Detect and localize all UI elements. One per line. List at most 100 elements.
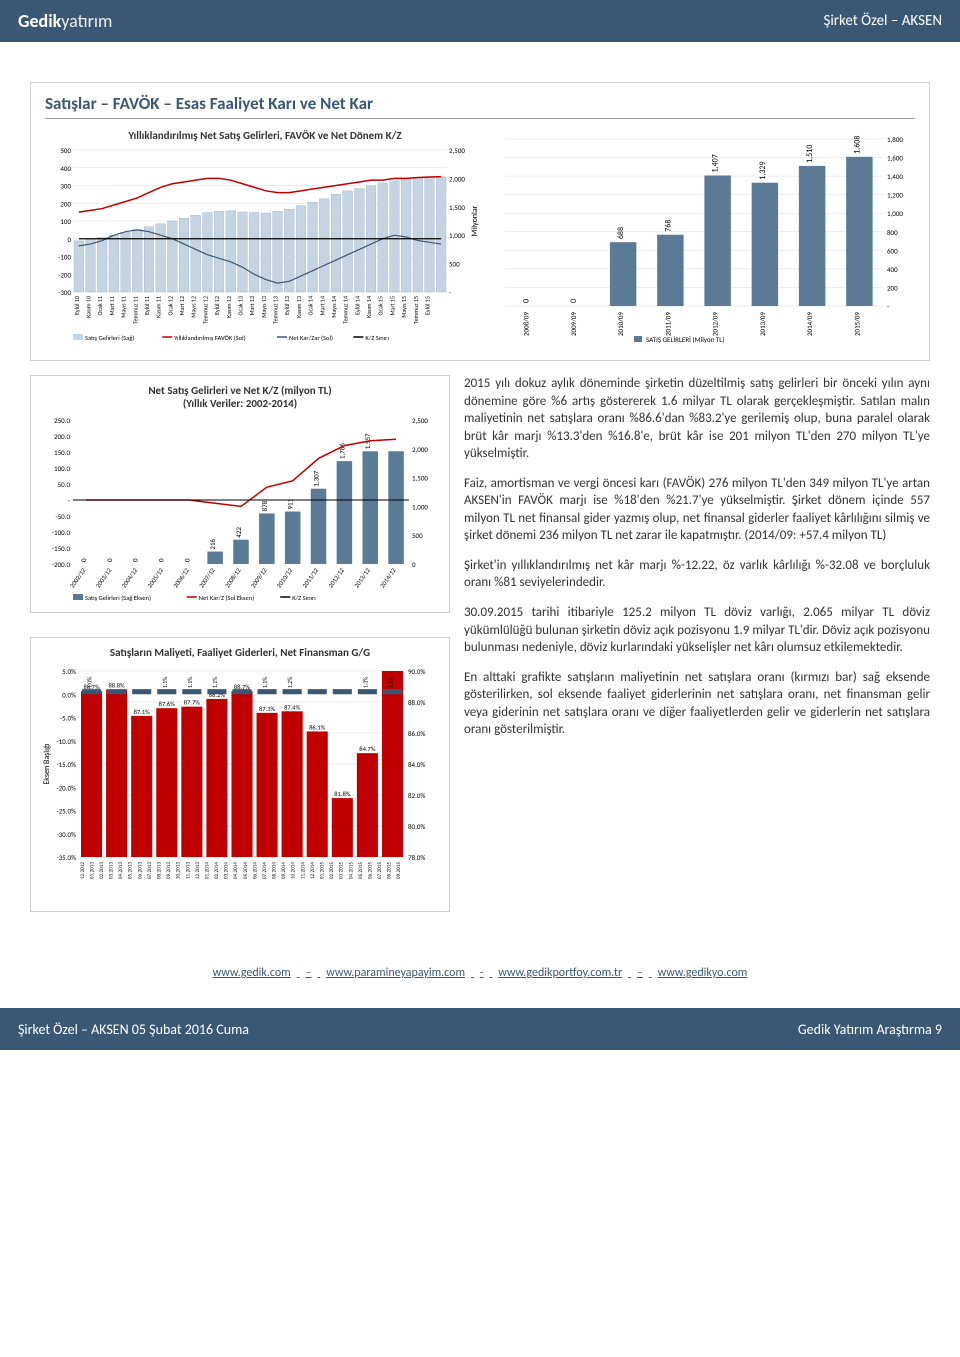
chart3-svg: -200.0-150.0-100.0-50.0-50.0100.0150.020… bbox=[39, 414, 439, 604]
svg-text:0.0%: 0.0% bbox=[62, 690, 76, 699]
svg-text:1.5%: 1.5% bbox=[386, 677, 394, 688]
svg-text:Kasım 13: Kasım 13 bbox=[295, 296, 303, 318]
svg-text:04.2013: 04.2013 bbox=[118, 862, 124, 879]
top-right-label: Şirket Özel – AKSEN bbox=[823, 12, 942, 30]
svg-text:-200.0: -200.0 bbox=[52, 560, 71, 569]
svg-text:500: 500 bbox=[60, 146, 71, 155]
chart2-svg: -2004006008001,0001,2001,4001,6001,80000… bbox=[495, 129, 915, 344]
svg-text:2006/12: 2006/12 bbox=[172, 566, 192, 589]
svg-text:86.0%: 86.0% bbox=[408, 729, 425, 738]
svg-text:09.2014: 09.2014 bbox=[281, 862, 287, 879]
svg-text:2008/12: 2008/12 bbox=[223, 566, 243, 589]
svg-text:1,307: 1,307 bbox=[312, 470, 321, 486]
svg-text:100.0: 100.0 bbox=[54, 464, 70, 473]
svg-text:1,000: 1,000 bbox=[887, 209, 903, 218]
svg-text:1.1%: 1.1% bbox=[261, 677, 269, 688]
svg-text:300: 300 bbox=[60, 182, 71, 191]
svg-text:07.2015: 07.2015 bbox=[377, 862, 383, 879]
svg-text:2003/12: 2003/12 bbox=[94, 566, 114, 589]
svg-text:0: 0 bbox=[105, 558, 114, 562]
svg-text:Ocak 12: Ocak 12 bbox=[166, 296, 174, 316]
svg-text:400: 400 bbox=[60, 164, 71, 173]
svg-text:1.2%: 1.2% bbox=[286, 677, 294, 688]
svg-text:88.0%: 88.0% bbox=[408, 698, 425, 707]
svg-text:100: 100 bbox=[60, 217, 71, 226]
footlink-2[interactable]: www.paramineyapayim.com bbox=[326, 966, 465, 980]
page-content: Satışlar – FAVÖK – Esas Faaliyet Karı ve… bbox=[0, 42, 960, 1000]
svg-text:10.2013: 10.2013 bbox=[176, 862, 182, 879]
svg-text:0: 0 bbox=[156, 558, 165, 562]
svg-text:Temmuz 14: Temmuz 14 bbox=[342, 296, 350, 324]
footlink-1[interactable]: www.gedik.com bbox=[213, 966, 291, 980]
svg-text:SATIŞ GELİRLERİ (Milyon TL): SATIŞ GELİRLERİ (Milyon TL) bbox=[646, 335, 724, 344]
svg-text:2009/12: 2009/12 bbox=[249, 566, 269, 589]
svg-text:87.7%: 87.7% bbox=[184, 699, 201, 707]
svg-text:200: 200 bbox=[60, 199, 71, 208]
svg-text:1,600: 1,600 bbox=[887, 154, 903, 163]
svg-text:150.0: 150.0 bbox=[54, 448, 70, 457]
svg-text:2005/12: 2005/12 bbox=[146, 566, 166, 589]
svg-text:05.2014: 05.2014 bbox=[243, 862, 249, 879]
svg-text:Kasım 10: Kasım 10 bbox=[85, 296, 93, 318]
chart4-card: Satışların Maliyeti, Faaliyet Giderleri,… bbox=[30, 637, 450, 912]
svg-text:Mart 12: Mart 12 bbox=[178, 296, 186, 316]
svg-text:2009/09: 2009/09 bbox=[569, 312, 578, 336]
svg-text:250.0: 250.0 bbox=[54, 416, 70, 425]
svg-text:1.1%: 1.1% bbox=[186, 677, 194, 688]
chart3-card: Net Satış Gelirleri ve Net K/Z (milyon T… bbox=[30, 375, 450, 613]
brand: Gedikyatırım bbox=[18, 10, 112, 32]
footlink-3[interactable]: www.gedikportfoy.com.tr bbox=[498, 966, 622, 980]
topbar: Gedikyatırım Şirket Özel – AKSEN bbox=[0, 0, 960, 42]
svg-text:2,000: 2,000 bbox=[449, 174, 465, 183]
svg-text:Kasım 12: Kasım 12 bbox=[225, 296, 233, 318]
svg-text:87.1%: 87.1% bbox=[134, 708, 151, 716]
svg-text:1,329: 1,329 bbox=[758, 161, 768, 179]
svg-text:1,407: 1,407 bbox=[711, 154, 721, 172]
svg-text:-50.0: -50.0 bbox=[55, 512, 70, 521]
right-column-text: 2015 yılı dokuz aylık döneminde şirketin… bbox=[464, 375, 930, 926]
svg-text:Eylül 13: Eylül 13 bbox=[283, 296, 291, 315]
svg-text:500: 500 bbox=[412, 531, 423, 540]
svg-text:2007/12: 2007/12 bbox=[197, 566, 217, 589]
svg-text:2012/09: 2012/09 bbox=[711, 312, 720, 336]
svg-text:08.2014: 08.2014 bbox=[272, 862, 278, 879]
footer-right: Gedik Yatırım Araştırma 9 bbox=[798, 1021, 942, 1038]
svg-text:1,800: 1,800 bbox=[887, 135, 903, 144]
svg-text:Eylül 14: Eylül 14 bbox=[353, 296, 361, 315]
svg-text:688: 688 bbox=[616, 227, 626, 239]
para-1: 2015 yılı dokuz aylık döneminde şirketin… bbox=[464, 375, 930, 463]
svg-text:07.2014: 07.2014 bbox=[262, 862, 268, 879]
svg-text:2,500: 2,500 bbox=[412, 416, 428, 425]
svg-text:K/Z Sınırı: K/Z Sınırı bbox=[292, 594, 316, 602]
svg-text:Temmuz 13: Temmuz 13 bbox=[272, 296, 280, 324]
svg-text:87.4%: 87.4% bbox=[284, 703, 301, 711]
svg-text:90.0%: 90.0% bbox=[408, 667, 425, 676]
svg-text:1,608: 1,608 bbox=[852, 136, 862, 154]
svg-text:03.2014: 03.2014 bbox=[224, 862, 230, 879]
svg-text:84.0%: 84.0% bbox=[408, 760, 425, 769]
svg-text:-100: -100 bbox=[58, 253, 71, 262]
svg-text:1,510: 1,510 bbox=[805, 145, 815, 163]
two-column-area: Net Satış Gelirleri ve Net K/Z (milyon T… bbox=[30, 375, 930, 926]
svg-text:50.0: 50.0 bbox=[58, 480, 71, 489]
svg-text:08.2015: 08.2015 bbox=[387, 862, 393, 879]
chart4-svg: -35.0%-30.0%-25.0%-20.0%-15.0%-10.0%-5.0… bbox=[39, 663, 439, 903]
svg-text:2002/12: 2002/12 bbox=[68, 566, 88, 589]
para-3: Şirket'in yıllıklandırılmış net kâr marj… bbox=[464, 557, 930, 592]
svg-text:2010/12: 2010/12 bbox=[275, 566, 295, 589]
svg-text:2010/09: 2010/09 bbox=[616, 312, 625, 336]
svg-text:-20.0%: -20.0% bbox=[56, 783, 76, 792]
svg-text:04.2014: 04.2014 bbox=[233, 862, 239, 879]
svg-text:1,500: 1,500 bbox=[412, 474, 428, 483]
svg-text:1,500: 1,500 bbox=[449, 203, 465, 212]
svg-text:09.2013: 09.2013 bbox=[166, 862, 172, 879]
svg-text:-150.0: -150.0 bbox=[52, 544, 71, 553]
svg-text:04.2015: 04.2015 bbox=[348, 862, 354, 879]
card-title: Satışlar – FAVÖK – Esas Faaliyet Karı ve… bbox=[45, 93, 915, 119]
svg-text:2014/09: 2014/09 bbox=[805, 312, 814, 336]
chart3-title: Net Satış Gelirleri ve Net K/Z (milyon T… bbox=[39, 384, 441, 410]
svg-text:Mayıs 15: Mayıs 15 bbox=[400, 296, 408, 318]
footlink-4[interactable]: www.gedikyo.com bbox=[658, 966, 748, 980]
svg-text:216: 216 bbox=[208, 538, 217, 549]
svg-text:87.6%: 87.6% bbox=[159, 700, 176, 708]
